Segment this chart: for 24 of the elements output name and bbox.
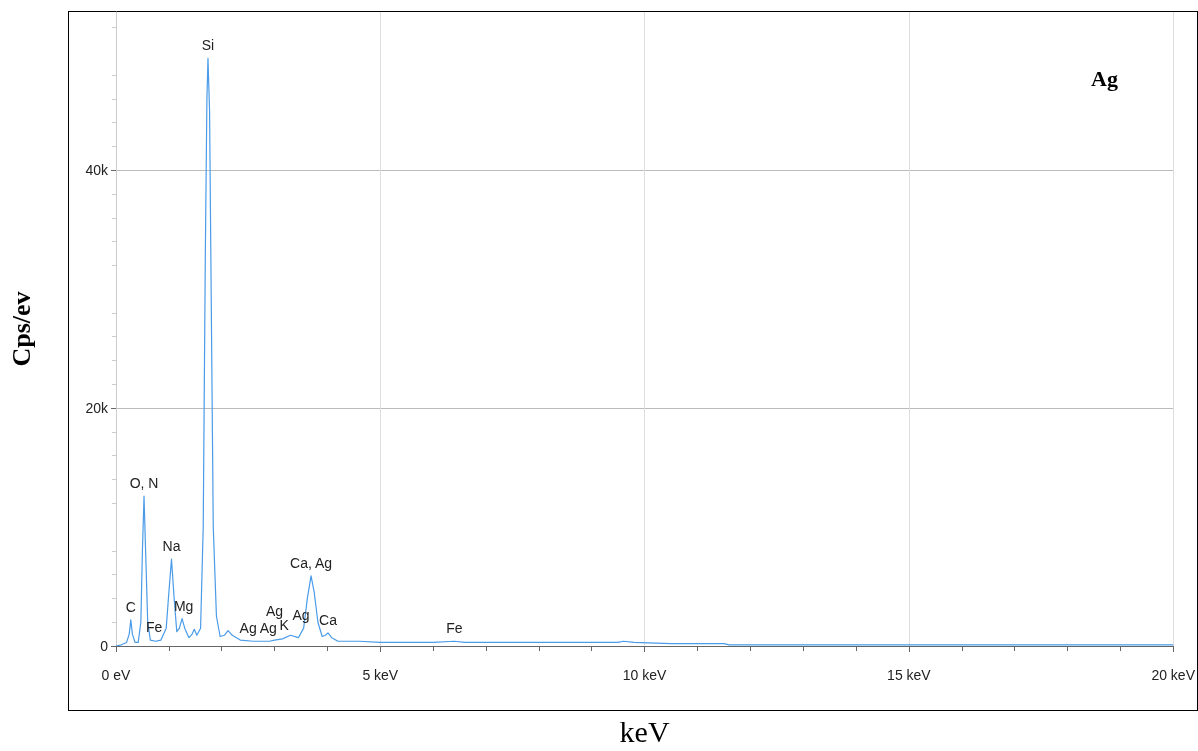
annotation: Ag bbox=[292, 607, 310, 624]
annotation: Si bbox=[201, 37, 215, 54]
x-tick-label: 20 keV bbox=[1151, 667, 1196, 683]
y-tick-label: 0 bbox=[100, 638, 109, 654]
annotation: Ag bbox=[239, 620, 257, 637]
annotation: Mg bbox=[173, 597, 194, 614]
x-axis-title: keV bbox=[619, 714, 670, 748]
annotation: Fe bbox=[446, 620, 463, 637]
annotation: Fe bbox=[145, 619, 163, 636]
annotation: Ag bbox=[259, 620, 277, 637]
y-axis-title: Cps/ev bbox=[6, 291, 36, 367]
text: Ag bbox=[1091, 65, 1118, 91]
annotation: C bbox=[125, 598, 136, 615]
x-tick-label: 5 keV bbox=[362, 667, 399, 683]
annotation: Na bbox=[162, 538, 181, 555]
x-tick-label: 10 keV bbox=[622, 667, 668, 683]
y-tick-label: 20k bbox=[85, 400, 109, 417]
y-tick-label: 40k bbox=[85, 162, 109, 179]
x-tick-label: 0 eV bbox=[101, 667, 132, 683]
x-tick-label: 15 keV bbox=[887, 667, 932, 683]
annotation: Ca, Ag bbox=[290, 554, 333, 571]
annotation: O, N bbox=[129, 475, 159, 492]
annotation: Ag bbox=[266, 603, 284, 620]
annotation: Ca bbox=[319, 611, 338, 628]
